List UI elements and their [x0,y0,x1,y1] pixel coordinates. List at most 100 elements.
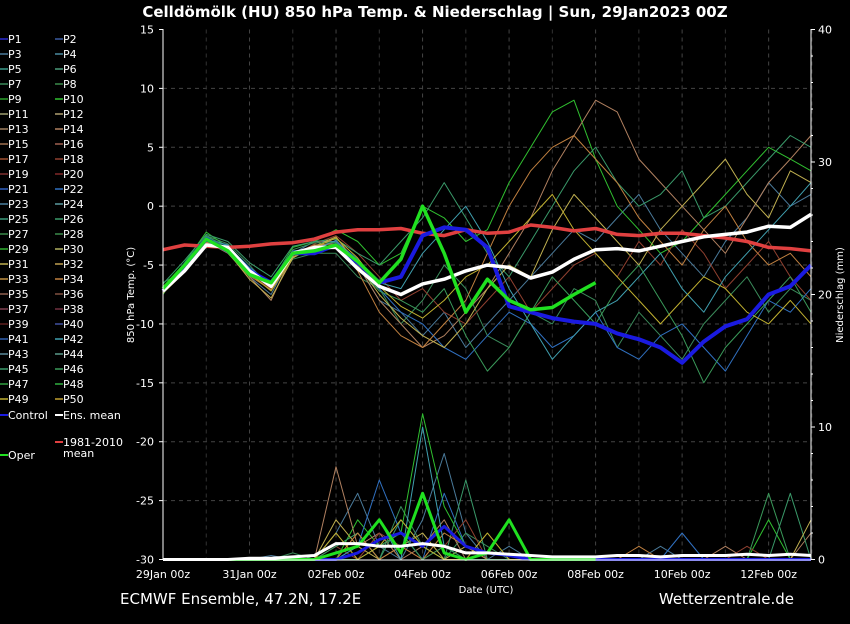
legend-label: P47 [8,378,29,391]
legend-label: P1 [8,33,22,46]
legend-item-p34: P34 [55,273,84,286]
y-tick-label: -15 [136,377,154,390]
legend-item-p11: P11 [0,108,29,121]
legend-item-p45: P45 [0,363,29,376]
legend-item-p42: P42 [55,333,84,346]
temp-line-p46 [162,235,812,384]
y-tick-label: -25 [136,495,154,508]
legend-item-p7: P7 [0,78,22,91]
legend-label: P46 [63,363,84,376]
y-tick-label: 5 [147,141,154,154]
x-tick-label: 06Feb 00z [481,568,538,581]
legend-label: P20 [63,168,84,181]
y-tick-label: 10 [140,82,154,95]
legend-label: 1981-2010 [63,436,123,449]
legend-label: P16 [63,138,84,151]
legend-label: P10 [63,93,84,106]
legend-item-p20: P20 [55,168,84,181]
temp-line-p49 [162,193,812,325]
legend-item-p9: P9 [0,93,22,106]
legend-label: P41 [8,333,29,346]
legend-item-p50: P50 [55,393,84,406]
legend-item-p5: P5 [0,63,22,76]
y-tick-label: 15 [140,24,154,37]
legend-label: P8 [63,78,77,91]
legend-item-p2: P2 [55,33,77,46]
legend-label: P14 [63,123,84,136]
legend-item-control: Control [0,409,48,422]
legend-item-p14: P14 [55,123,84,136]
legend-item-p3: P3 [0,48,22,61]
legend-item-p44: P44 [55,348,84,361]
legend-label: P31 [8,258,29,271]
legend-label: Control [8,409,48,422]
legend-item-p4: P4 [55,48,77,61]
legend-label: P12 [63,108,84,121]
legend-item-p19: P19 [0,168,29,181]
legend-item-p47: P47 [0,378,29,391]
legend-item-p8: P8 [55,78,77,91]
legend-label: Oper [8,449,35,462]
x-tick-label: 12Feb 00z [740,568,797,581]
legend-item-p6: P6 [55,63,77,76]
legend-label: P27 [8,228,29,241]
legend-label: P33 [8,273,29,286]
legend-label: P15 [8,138,29,151]
legend-item-p27: P27 [0,228,29,241]
y-tick-label: -30 [136,554,154,567]
x-tick-label: 31Jan 00z [222,568,276,581]
legend-item-p46: P46 [55,363,84,376]
legend-label: P34 [63,273,84,286]
legend-item-climatology: 1981-2010 [55,436,123,449]
legend-item-ens-mean: Ens. mean [55,409,121,422]
y2-tick-label: 0 [818,554,825,567]
x-tick-label: 08Feb 00z [567,568,624,581]
legend-label: P36 [63,288,84,301]
legend-label: P6 [63,63,77,76]
legend-item-p48: P48 [55,378,84,391]
footer-source: ECMWF Ensemble, 47.2N, 17.2E [120,590,361,608]
x-tick-label: 02Feb 00z [308,568,365,581]
y2-axis-label: Niederschlag (mm) [835,247,846,343]
legend: P1 P2 P3 P4 P5 P6 P7 P8 P9 P10 P11 P12 P13 P14 P15 P16 P… [0,33,123,462]
legend-label: P38 [63,303,84,316]
legend-label: P37 [8,303,29,316]
legend-label: P25 [8,213,29,226]
legend-label: P49 [8,393,29,406]
x-tick-label: 29Jan 00z [136,568,190,581]
legend-label: P48 [63,378,84,391]
legend-item-p31: P31 [0,258,29,271]
legend-label: P40 [63,318,84,331]
legend-label: P3 [8,48,22,61]
legend-item-p40: P40 [55,318,84,331]
x-axis-label: Date (UTC) [459,585,514,596]
legend-item-p1: P1 [0,33,22,46]
precip-line-p22 [163,479,811,560]
temp-line-p34 [162,135,812,348]
temp-line-oper [161,204,597,314]
legend-label: P26 [63,213,84,226]
chart-title: Celldömölk (HU) 850 hPa Temp. & Niedersc… [142,3,727,22]
legend-label: P5 [8,63,22,76]
legend-label: P7 [8,78,22,91]
y2-tick-label: 30 [818,156,832,169]
legend-label: mean [63,447,94,460]
legend-label: P29 [8,243,29,256]
legend-item-p16: P16 [55,138,84,151]
y-axis-label: 850 hPa Temp. (°C) [126,247,137,343]
precip-line-p42 [163,426,811,560]
legend-label: P18 [63,153,84,166]
temp-line-ens-mean [161,212,812,297]
legend-item-p28: P28 [55,228,84,241]
legend-item-p17: P17 [0,153,29,166]
legend-label: P39 [8,318,29,331]
x-tick-label: 10Feb 00z [654,568,711,581]
temperature-series [161,99,813,384]
legend-label: P4 [63,48,77,61]
legend-label: P2 [63,33,77,46]
y-tick-label: -10 [136,318,154,331]
legend-item-p24: P24 [55,198,84,211]
legend-item-p30: P30 [55,243,84,256]
temp-line-p31 [162,158,812,348]
